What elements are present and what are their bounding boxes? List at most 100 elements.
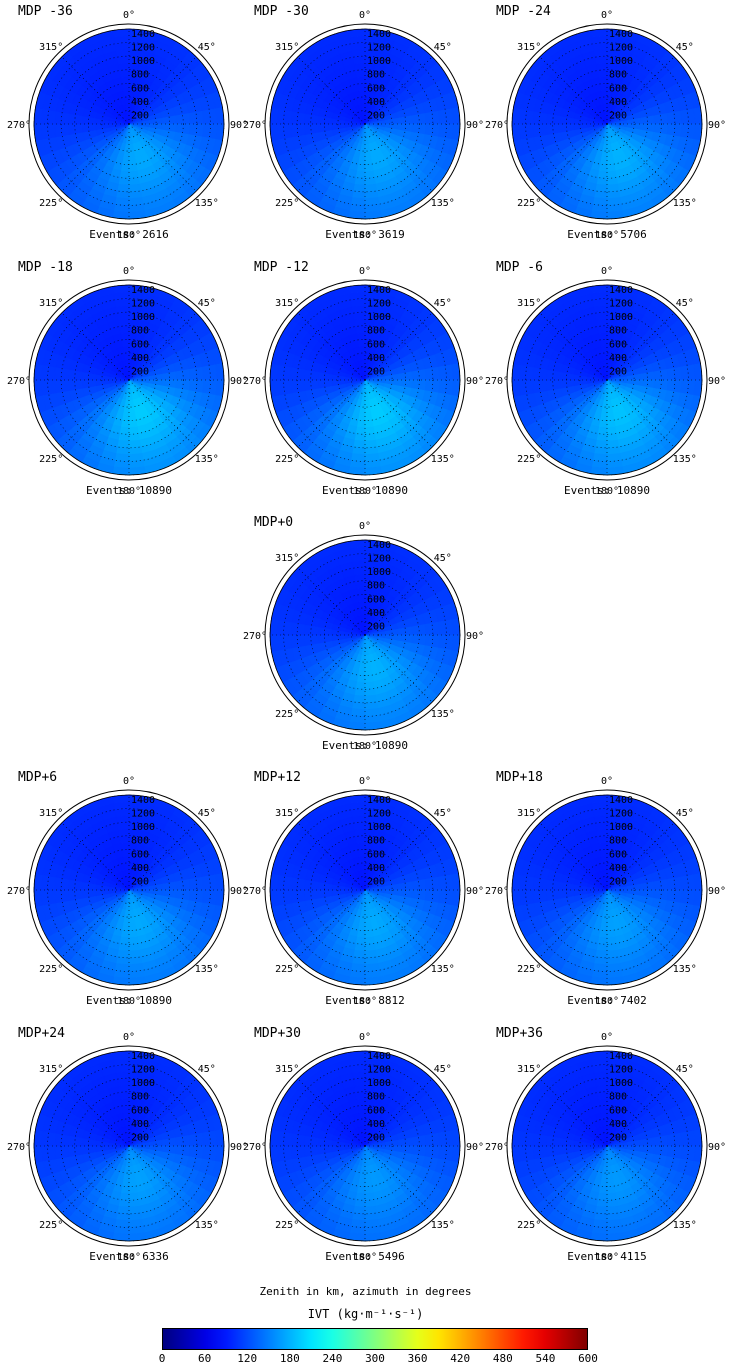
azimuth-tick-label: 270°	[243, 120, 267, 131]
heat-cell	[303, 634, 312, 646]
azimuth-tick-label: 0°	[359, 266, 371, 277]
heat-cell	[121, 82, 130, 91]
azimuth-tick-label: 135°	[673, 454, 697, 465]
heat-cell	[364, 916, 372, 925]
heat-cell	[148, 374, 157, 381]
heat-cell	[552, 123, 561, 134]
heat-cell	[182, 369, 191, 381]
radial-tick-label: 200	[367, 110, 385, 121]
heat-cell	[384, 884, 393, 891]
azimuth-tick-label: 0°	[123, 266, 135, 277]
radial-tick-label: 1200	[367, 809, 391, 820]
heat-cell	[411, 880, 420, 891]
heat-cell	[162, 372, 171, 381]
polar-plot: 2004006008001000120014000°45°90°135°180°…	[243, 10, 484, 241]
heat-cell	[411, 379, 420, 390]
heat-cell	[418, 123, 427, 135]
heat-cell	[356, 332, 366, 341]
heat-cell	[123, 352, 130, 361]
range-ring	[351, 621, 379, 649]
panel-title: MDP -24	[496, 4, 551, 19]
heat-cell	[303, 369, 312, 381]
heat-cell	[356, 587, 366, 596]
heat-cell	[317, 889, 326, 899]
heat-cell	[357, 82, 366, 91]
range-ring	[538, 55, 676, 193]
polar-plot: 2004006008001000120014000°45°90°135°180°…	[485, 776, 726, 1007]
heat-cell	[599, 82, 608, 91]
range-ring	[283, 42, 447, 206]
heat-cell	[128, 170, 139, 179]
radial-tick-label: 800	[367, 326, 385, 337]
range-ring	[310, 69, 420, 179]
heat-cell	[175, 889, 184, 900]
heat-cell	[123, 862, 130, 871]
heat-cell	[404, 881, 413, 891]
azimuth-tick-label: 180°	[353, 230, 377, 241]
heat-cell	[364, 170, 375, 179]
azimuth-tick-label: 315°	[275, 298, 299, 309]
range-ring	[296, 821, 434, 959]
heat-cell	[120, 76, 130, 85]
radial-tick-label: 800	[367, 70, 385, 81]
radial-tick-label: 1000	[131, 312, 155, 323]
range-ring	[310, 325, 420, 435]
azimuth-tick-label: 0°	[359, 10, 371, 21]
heat-cell	[418, 634, 427, 646]
heat-cell	[81, 889, 90, 899]
heat-cell	[545, 123, 554, 135]
range-ring	[351, 876, 379, 904]
range-ring	[283, 553, 447, 717]
azimuth-tick-label: 0°	[601, 266, 613, 277]
heat-cell	[364, 929, 374, 938]
heat-cell	[384, 118, 393, 125]
heat-cell	[606, 163, 616, 172]
azimuth-tick-label: 225°	[275, 198, 299, 209]
heat-cell	[303, 889, 312, 901]
radial-tick-label: 1200	[131, 43, 155, 54]
heat-cell	[364, 654, 371, 663]
heat-cell	[411, 625, 420, 636]
heat-cell	[175, 880, 184, 891]
heat-cell	[411, 123, 420, 134]
range-ring	[337, 96, 393, 152]
heat-cell	[119, 426, 130, 435]
heat-cell	[596, 177, 608, 186]
range-ring	[296, 566, 434, 704]
azimuth-tick-label: 45°	[434, 553, 452, 564]
heat-cell	[119, 170, 130, 179]
range-ring	[552, 325, 662, 435]
azimuth-tick-label: 135°	[431, 454, 455, 465]
heat-cell	[626, 374, 635, 381]
azimuth-tick-label: 315°	[275, 553, 299, 564]
heat-cell	[545, 369, 554, 381]
radial-tick-label: 1200	[367, 299, 391, 310]
panel-events: Events: 2616	[89, 228, 169, 241]
heat-cell	[364, 413, 373, 422]
heat-cell	[118, 828, 130, 837]
heat-cell	[364, 936, 375, 945]
radial-tick-label: 600	[131, 849, 149, 860]
azimuth-tick-label: 135°	[431, 198, 455, 209]
range-ring	[525, 298, 689, 462]
heat-cell	[128, 929, 138, 938]
azimuth-tick-label: 270°	[243, 886, 267, 897]
range-ring	[101, 96, 157, 152]
range-ring	[552, 69, 662, 179]
range-ring	[74, 69, 184, 179]
heat-cell	[565, 123, 574, 132]
heat-cell	[598, 76, 608, 85]
heat-cell	[310, 123, 319, 134]
heat-cell	[67, 113, 76, 125]
heat-cell	[148, 118, 157, 125]
heat-cell	[579, 123, 588, 130]
plot-boundary	[269, 539, 461, 731]
radial-tick-label: 400	[367, 863, 385, 874]
heat-cell	[323, 379, 332, 388]
panel-title: MDP -18	[18, 260, 73, 275]
heat-cell	[337, 123, 346, 130]
heat-cell	[74, 123, 83, 134]
heat-cell	[398, 372, 407, 381]
azimuth-tick-label: 0°	[359, 776, 371, 787]
polar-plot: 2004006008001000120014000°45°90°135°180°…	[485, 266, 726, 497]
